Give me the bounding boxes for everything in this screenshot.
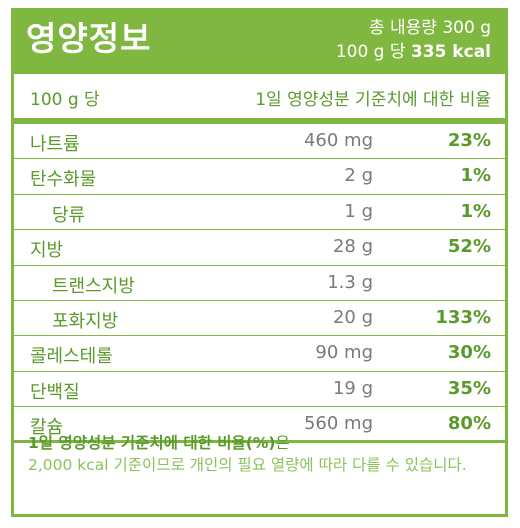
nutrient-name: 포화지방 xyxy=(52,310,119,332)
nutrient-rows: 나트륨 460 mg 23% 탄수화물 2 g 1% 당류 1 g 1% 지방 … xyxy=(14,124,505,444)
nutrient-name: 지방 xyxy=(30,240,64,262)
nutrient-amount: 460 mg xyxy=(303,130,373,151)
nutrient-percent: 133% xyxy=(435,306,491,328)
nutrient-row-fat: 지방 28 g 52% xyxy=(14,230,505,266)
footnote-heading: 1일 영양성분 기준치에 대한 비율(%)은 xyxy=(28,432,498,454)
per-serving-prefix: 100 g 당 xyxy=(335,42,411,62)
nutrient-row-sugars: 당류 1 g 1% xyxy=(14,195,505,231)
nutrient-name: 나트륨 xyxy=(30,134,80,155)
nutrient-amount: 1 g xyxy=(344,200,373,222)
nutrient-percent: 52% xyxy=(447,236,491,258)
daily-value-footnote: 1일 영양성분 기준치에 대한 비율(%)은 2,000 kcal 기준이므로 … xyxy=(28,432,498,476)
serving-summary: 총 내용량 300 g 100 g 당 335 kcal xyxy=(336,16,491,64)
nutrient-row-carbohydrate: 탄수화물 2 g 1% xyxy=(14,159,505,195)
nutrient-amount: 28 g xyxy=(332,236,373,258)
nutrient-amount: 19 g xyxy=(332,377,373,399)
calorie-line: 100 g 당 335 kcal xyxy=(336,40,491,64)
nutrient-row-calcium: 칼슘 560 mg 80% xyxy=(14,407,505,444)
column-header-row: 100 g 당 1일 영양성분 기준치에 대한 비율 xyxy=(14,74,505,124)
nutrient-percent: 30% xyxy=(447,342,491,364)
nutrient-amount: 90 mg xyxy=(315,342,373,364)
nutrient-percent: 23% xyxy=(447,130,491,151)
nutrient-amount: 20 g xyxy=(332,306,373,328)
nutrient-name: 콜레스테롤 xyxy=(30,346,113,368)
total-content: 총 내용량 300 g xyxy=(368,18,491,38)
nutrient-amount: 1.3 g xyxy=(327,271,373,293)
nutrient-row-saturated-fat: 포화지방 20 g 133% xyxy=(14,301,505,337)
nutrient-row-protein: 단백질 19 g 35% xyxy=(14,372,505,408)
nutrient-name: 트랜스지방 xyxy=(52,275,135,297)
nutrition-header: 영양정보 총 내용량 300 g 100 g 당 335 kcal xyxy=(14,11,505,74)
calories-value: 335 kcal xyxy=(410,42,491,62)
nutrient-percent: 80% xyxy=(447,413,491,435)
nutrient-row-trans-fat: 트랜스지방 1.3 g xyxy=(14,266,505,301)
nutrient-name: 단백질 xyxy=(30,381,80,403)
nutrient-name: 당류 xyxy=(52,204,86,226)
daily-value-ratio-label: 1일 영양성분 기준치에 대한 비율 xyxy=(255,90,491,110)
nutrition-facts-panel: 영양정보 총 내용량 300 g 100 g 당 335 kcal 100 g … xyxy=(11,8,508,517)
nutrient-percent: 1% xyxy=(460,200,491,222)
nutrient-amount: 560 mg xyxy=(303,413,373,435)
nutrient-name: 칼슘 xyxy=(30,417,64,439)
nutrient-percent: 35% xyxy=(447,377,491,399)
nutrient-name: 탄수화물 xyxy=(30,169,97,191)
nutrient-row-sodium: 나트륨 460 mg 23% xyxy=(14,124,505,160)
footnote-note: 2,000 kcal 기준이므로 개인의 필요 열량에 따라 다를 수 있습니다… xyxy=(28,456,467,474)
nutrient-row-cholesterol: 콜레스테롤 90 mg 30% xyxy=(14,336,505,372)
per-100g-label: 100 g 당 xyxy=(30,90,100,110)
nutrient-amount: 2 g xyxy=(344,165,373,187)
footnote-bold: 1일 영양성분 기준치에 대한 비율(%) xyxy=(28,434,276,452)
nutrient-percent: 1% xyxy=(460,165,491,187)
nutrition-title: 영양정보 xyxy=(26,19,152,58)
footnote-suffix: 은 xyxy=(275,434,290,452)
